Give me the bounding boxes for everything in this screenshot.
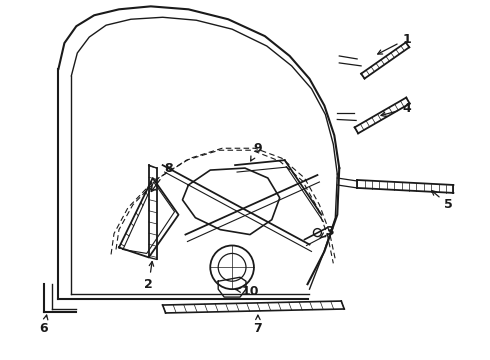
Text: 2: 2 [145,261,154,291]
Text: 1: 1 [378,33,411,54]
Text: 6: 6 [39,315,48,336]
Text: 4: 4 [381,102,411,116]
Text: 9: 9 [251,142,262,161]
Text: 7: 7 [253,315,262,336]
Text: 5: 5 [432,191,453,211]
Text: 8: 8 [151,162,173,192]
Text: 10: 10 [236,285,259,298]
Text: 3: 3 [320,225,334,238]
